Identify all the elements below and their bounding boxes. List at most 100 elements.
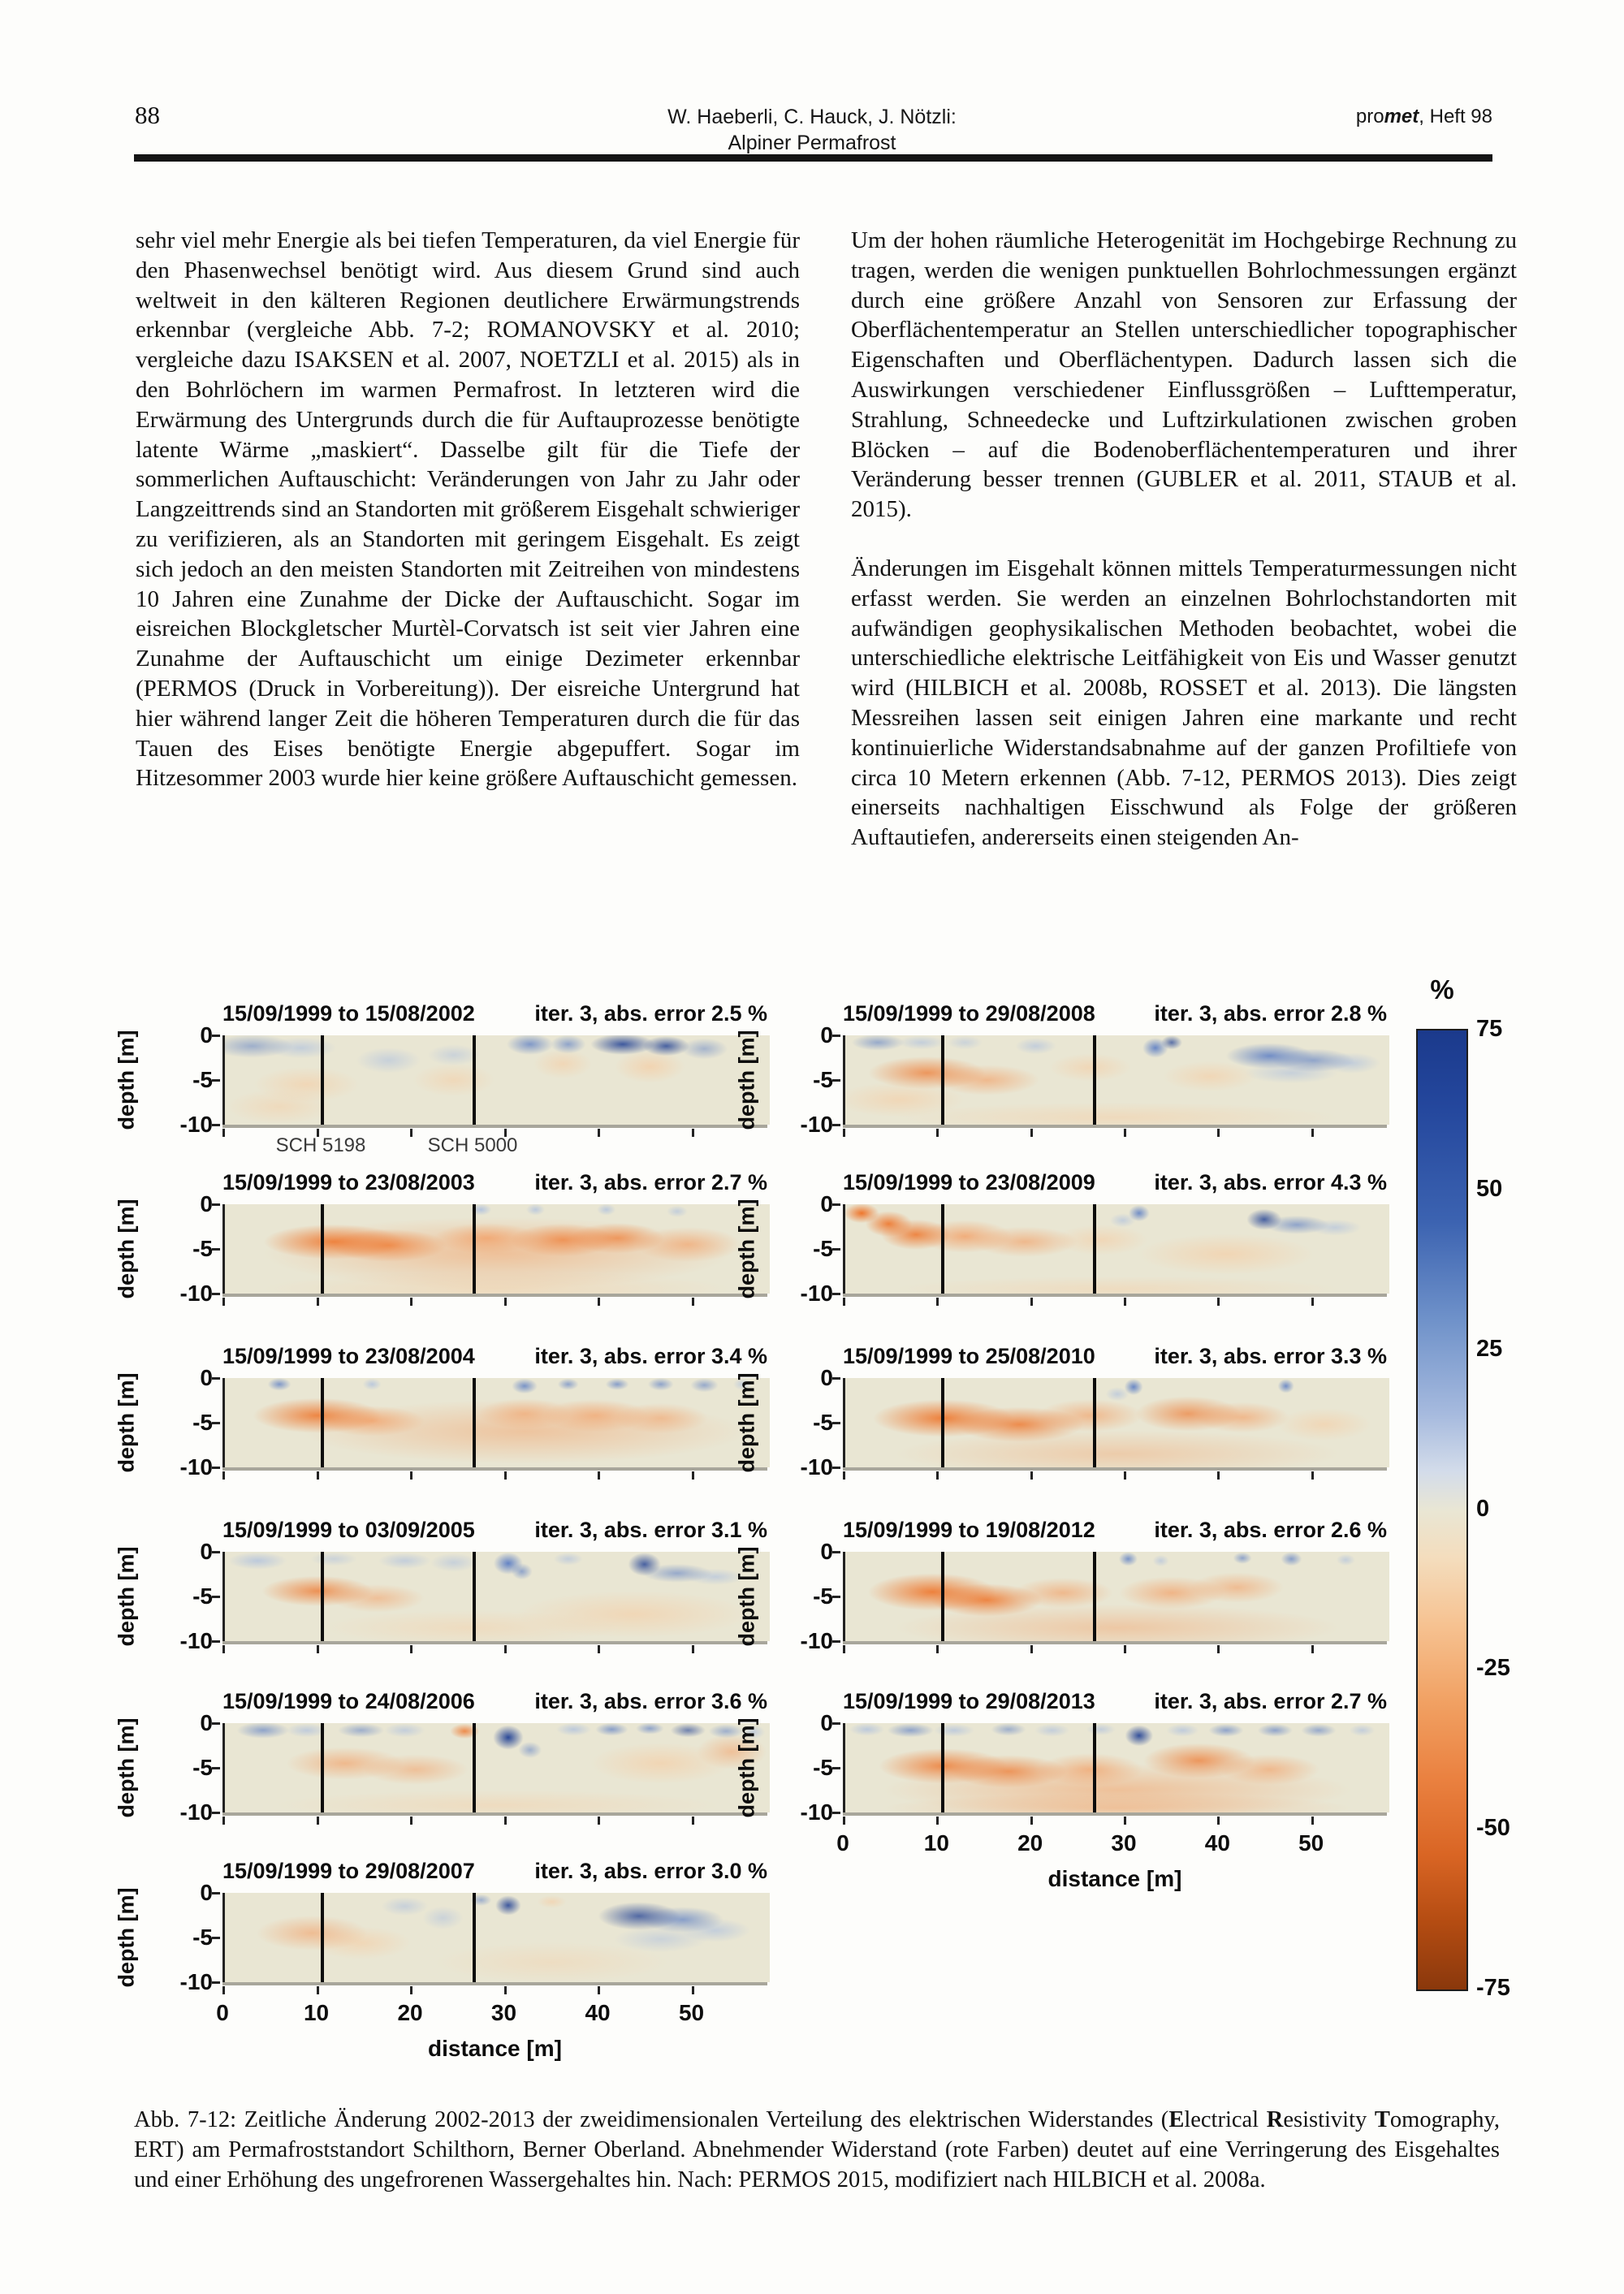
borehole-line-sch-5000 bbox=[1093, 1723, 1096, 1812]
figure-caption: Abb. 7-12: Zeitliche Änderung 2002-2013 … bbox=[134, 2105, 1500, 2195]
x-tick-mark bbox=[1030, 1298, 1033, 1306]
panel-error-label: iter. 3, abs. error 3.3 % bbox=[1154, 1344, 1387, 1368]
y-axis-label: depth [m] bbox=[114, 1546, 139, 1647]
x-tick-mark bbox=[1124, 1298, 1126, 1306]
x-tick-label: 50 bbox=[678, 2000, 705, 2025]
y-tick-label: 0 bbox=[200, 1539, 213, 1564]
x-tick-mark bbox=[598, 1817, 600, 1825]
y-tick-label: -10 bbox=[179, 1969, 213, 1994]
borehole-line-sch-5198 bbox=[941, 1552, 944, 1641]
y-tick-mark bbox=[212, 1937, 220, 1939]
y-tick-mark bbox=[832, 1035, 840, 1037]
caption-text: esistivity bbox=[1283, 2107, 1375, 2132]
panel-x-axis bbox=[222, 1812, 767, 1816]
x-tick-mark bbox=[936, 1817, 939, 1825]
x-tick-mark bbox=[843, 1471, 845, 1480]
panel-x-axis bbox=[222, 1982, 767, 1985]
x-tick-label: 10 bbox=[303, 2000, 330, 2025]
x-tick-mark bbox=[936, 1298, 939, 1306]
x-tick-mark bbox=[1217, 1129, 1220, 1137]
right-paragraph-2: Änderungen im Eisgehalt können mittels T… bbox=[851, 555, 1517, 851]
x-tick-mark bbox=[317, 1986, 319, 1994]
x-tick-mark bbox=[843, 1817, 845, 1825]
caption-text: lectrical bbox=[1184, 2107, 1267, 2132]
borehole-line-sch-5000 bbox=[1093, 1204, 1096, 1294]
right-paragraph-1: Um der hohen räumliche Heterogenität im … bbox=[851, 227, 1517, 523]
y-tick-label: -5 bbox=[192, 1583, 213, 1609]
borehole-line-sch-5000 bbox=[1093, 1035, 1096, 1125]
y-tick-mark bbox=[212, 1551, 220, 1553]
panel-date-range: 15/09/1999 to 03/09/2005 bbox=[222, 1518, 475, 1542]
y-axis-label: depth [m] bbox=[114, 1887, 139, 1988]
panel-date-range: 15/09/1999 to 15/08/2002 bbox=[222, 1001, 475, 1026]
x-tick-mark bbox=[1124, 1129, 1126, 1137]
y-tick-label: -10 bbox=[179, 1112, 213, 1137]
y-tick-label: -5 bbox=[813, 1236, 833, 1261]
y-tick-mark bbox=[832, 1079, 840, 1082]
x-tick-mark bbox=[598, 1471, 600, 1480]
x-tick-mark bbox=[843, 1129, 845, 1137]
panel-error-label: iter. 3, abs. error 2.8 % bbox=[1154, 1001, 1387, 1026]
y-tick-mark bbox=[212, 1124, 220, 1126]
colorbar bbox=[1416, 1029, 1468, 1991]
borehole-label: SCH 5198 bbox=[275, 1134, 366, 1156]
x-tick-mark bbox=[504, 1645, 507, 1653]
running-head-title: Alpiner Permafrost bbox=[728, 132, 896, 154]
panel-x-axis bbox=[222, 1467, 767, 1471]
borehole-line-sch-5198 bbox=[321, 1035, 324, 1125]
borehole-line-sch-5000 bbox=[473, 1378, 476, 1467]
caption-text: Abb. 7-12: Zeitliche Änderung 2002-2013 … bbox=[134, 2107, 1169, 2132]
x-tick-mark bbox=[598, 1645, 600, 1653]
y-tick-label: 0 bbox=[820, 1710, 833, 1735]
x-tick-mark bbox=[1311, 1129, 1314, 1137]
y-tick-mark bbox=[212, 1079, 220, 1082]
ert-panel-right-1 bbox=[843, 1204, 1389, 1294]
x-tick-mark bbox=[692, 1986, 694, 1994]
caption-bold-initial: R bbox=[1266, 2107, 1284, 2132]
x-tick-mark bbox=[504, 1986, 507, 1994]
x-tick-mark bbox=[504, 1471, 507, 1480]
panel-error-label: iter. 3, abs. error 3.6 % bbox=[534, 1689, 767, 1713]
x-tick-mark bbox=[843, 1298, 845, 1306]
y-tick-label: 0 bbox=[200, 1880, 213, 1905]
y-tick-mark bbox=[832, 1812, 840, 1814]
x-tick-label: 10 bbox=[923, 1830, 949, 1856]
x-tick-labels-left: 0 10 20 30 40 50 bbox=[216, 2000, 767, 2025]
y-tick-mark bbox=[212, 1467, 220, 1469]
x-tick-mark bbox=[692, 1471, 694, 1480]
x-tick-mark bbox=[1030, 1645, 1033, 1653]
caption-text: omography, ERT) am Permafroststandort Sc… bbox=[134, 2107, 1500, 2192]
panel-date-range: 15/09/1999 to 23/08/2003 bbox=[222, 1170, 475, 1195]
y-tick-label: -5 bbox=[192, 1925, 213, 1950]
y-tick-mark bbox=[212, 1377, 220, 1380]
y-tick-label: -10 bbox=[800, 1281, 833, 1306]
y-tick-mark bbox=[832, 1422, 840, 1424]
y-tick-label: -10 bbox=[179, 1454, 213, 1480]
y-tick-mark bbox=[212, 1596, 220, 1598]
x-tick-label: 50 bbox=[1298, 1830, 1324, 1856]
colorbar-tick-label: 0 bbox=[1476, 1495, 1490, 1522]
borehole-line-sch-5198 bbox=[941, 1204, 944, 1294]
x-tick-label: 40 bbox=[1204, 1830, 1230, 1856]
y-tick-mark bbox=[212, 1035, 220, 1037]
x-tick-mark bbox=[504, 1817, 507, 1825]
panel-x-axis bbox=[843, 1641, 1387, 1644]
borehole-line-sch-5000 bbox=[1093, 1552, 1096, 1641]
x-tick-mark bbox=[222, 1817, 225, 1825]
x-tick-mark bbox=[1030, 1129, 1033, 1137]
ert-panel-right-3 bbox=[843, 1552, 1389, 1641]
text-column-left: sehr viel mehr Energie als bei tiefen Te… bbox=[136, 226, 800, 793]
y-tick-label: -10 bbox=[179, 1799, 213, 1825]
y-tick-mark bbox=[212, 1640, 220, 1643]
x-tick-mark bbox=[1311, 1817, 1314, 1825]
panel-title-left-5: 15/09/1999 to 29/08/2007 iter. 3, abs. er… bbox=[222, 1859, 767, 1884]
x-tick-label: 0 bbox=[836, 1830, 849, 1856]
y-tick-label: -5 bbox=[192, 1067, 213, 1092]
panel-title-left-4: 15/09/1999 to 24/08/2006 iter. 3, abs. er… bbox=[222, 1689, 767, 1714]
panel-date-range: 15/09/1999 to 19/08/2012 bbox=[843, 1518, 1095, 1542]
y-tick-label: -5 bbox=[813, 1583, 833, 1609]
x-tick-mark bbox=[1030, 1817, 1033, 1825]
panel-title-right-2: 15/09/1999 to 25/08/2010 iter. 3, abs. er… bbox=[843, 1344, 1387, 1369]
x-tick-mark bbox=[410, 1129, 412, 1137]
borehole-line-sch-5000 bbox=[473, 1204, 476, 1294]
